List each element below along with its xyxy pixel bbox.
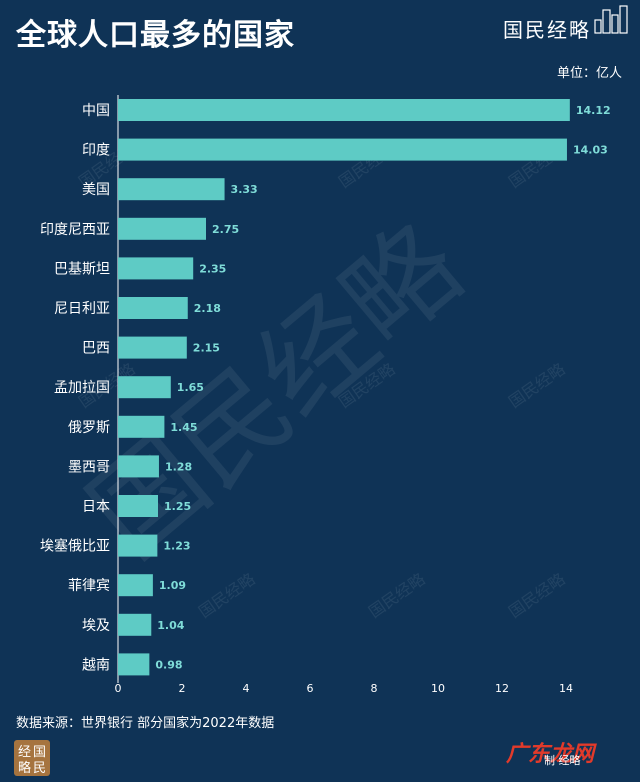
unit-label: 单位：亿人 bbox=[556, 66, 622, 81]
value-label: 14.03 bbox=[573, 144, 608, 157]
svg-text:国: 国 bbox=[33, 745, 46, 760]
brand-logo-text: 国民经略 bbox=[503, 18, 591, 42]
value-label: 14.12 bbox=[576, 104, 611, 117]
svg-text:略: 略 bbox=[18, 760, 31, 776]
watermark-small: 国民经略 bbox=[505, 569, 568, 621]
value-label: 0.98 bbox=[155, 658, 182, 671]
category-label: 日本 bbox=[82, 499, 110, 515]
bar bbox=[118, 613, 152, 636]
category-label: 印度 bbox=[82, 143, 110, 159]
value-label: 3.33 bbox=[231, 183, 258, 196]
value-label: 2.15 bbox=[193, 342, 220, 355]
bar bbox=[118, 178, 225, 201]
bar bbox=[118, 297, 188, 319]
watermark-small: 国民经略 bbox=[195, 569, 258, 621]
category-label: 巴基斯坦 bbox=[54, 260, 110, 277]
bar bbox=[118, 257, 194, 280]
category-label: 印度尼西亚 bbox=[40, 222, 110, 238]
category-label: 俄罗斯 bbox=[68, 420, 110, 436]
value-label: 1.45 bbox=[170, 421, 197, 434]
category-label: 墨西哥 bbox=[68, 459, 110, 475]
category-label: 中国 bbox=[82, 103, 110, 119]
chart-title: 全球人口最多的国家 bbox=[16, 18, 295, 53]
watermark-small: 国民经略 bbox=[505, 359, 568, 411]
value-label: 1.09 bbox=[159, 579, 186, 592]
x-tick-label: 14 bbox=[559, 682, 573, 695]
x-tick-label: 6 bbox=[307, 682, 314, 695]
data-source-note: 数据来源：世界银行 部分国家为2022年数据 bbox=[16, 716, 275, 731]
x-tick-label: 0 bbox=[115, 682, 122, 695]
value-label: 2.35 bbox=[199, 262, 226, 275]
value-label: 1.28 bbox=[165, 460, 192, 473]
corner-watermark: 广东龙网 bbox=[506, 742, 595, 767]
value-label: 2.75 bbox=[212, 223, 239, 236]
category-label: 越南 bbox=[82, 657, 110, 673]
category-label: 美国 bbox=[82, 182, 110, 198]
bar bbox=[118, 653, 150, 676]
bar bbox=[118, 574, 153, 597]
bar bbox=[118, 376, 171, 399]
bar bbox=[118, 495, 158, 517]
footer-brand: 制 经略 bbox=[544, 754, 581, 767]
bar bbox=[118, 217, 206, 240]
bar bbox=[118, 99, 570, 121]
bar bbox=[118, 534, 158, 557]
svg-text:经: 经 bbox=[18, 745, 31, 760]
category-label: 埃及 bbox=[82, 618, 110, 634]
x-tick-label: 12 bbox=[495, 682, 509, 695]
bar bbox=[118, 336, 187, 359]
bar bbox=[118, 455, 159, 478]
bar bbox=[118, 138, 567, 161]
brand-seal-logo: 经国 略民 bbox=[14, 740, 50, 776]
category-label: 菲律宾 bbox=[68, 578, 110, 594]
value-label: 1.04 bbox=[157, 619, 184, 632]
x-tick-label: 4 bbox=[243, 682, 250, 695]
value-label: 1.65 bbox=[177, 381, 204, 394]
skyline-icon bbox=[594, 5, 628, 34]
value-label: 1.25 bbox=[164, 500, 191, 513]
x-tick-label: 10 bbox=[431, 682, 445, 695]
category-label: 尼日利亚 bbox=[54, 301, 110, 317]
x-tick-label: 8 bbox=[371, 682, 378, 695]
category-label: 埃塞俄比亚 bbox=[40, 538, 110, 555]
category-label: 巴西 bbox=[82, 341, 110, 357]
bar bbox=[118, 415, 165, 438]
value-label: 2.18 bbox=[194, 302, 221, 315]
watermark-small: 国民经略 bbox=[365, 569, 428, 621]
category-label: 孟加拉国 bbox=[54, 380, 110, 396]
svg-text:民: 民 bbox=[33, 761, 46, 776]
x-tick-label: 2 bbox=[179, 682, 186, 695]
value-label: 1.23 bbox=[163, 540, 190, 553]
